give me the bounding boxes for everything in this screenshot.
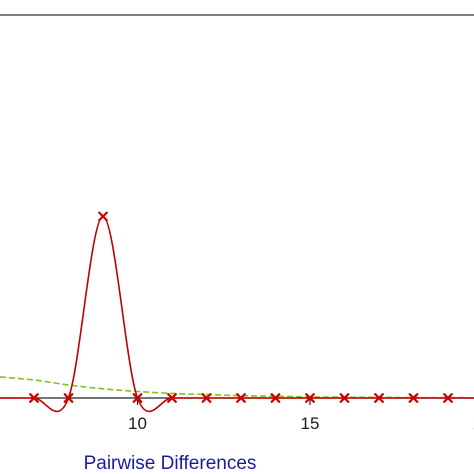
data-point-marker [408,393,419,403]
data-point-marker [98,211,108,222]
data-point-marker [443,393,453,403]
data-point-marker [236,393,246,403]
data-point-marker [374,393,384,403]
data-point-marker [132,393,143,403]
data-point-marker [63,393,74,403]
data-point-marker [201,393,212,403]
series-line-observed [0,215,474,413]
data-point-marker [305,393,315,403]
data-point-marker [339,393,350,403]
data-point-marker [167,393,177,403]
x-tick-label: 15 [301,414,320,433]
x-tick-label: 10 [128,414,147,433]
data-point-marker [29,393,39,403]
data-point-marker [270,393,281,403]
x-axis-label: Pairwise Differences [84,453,257,474]
